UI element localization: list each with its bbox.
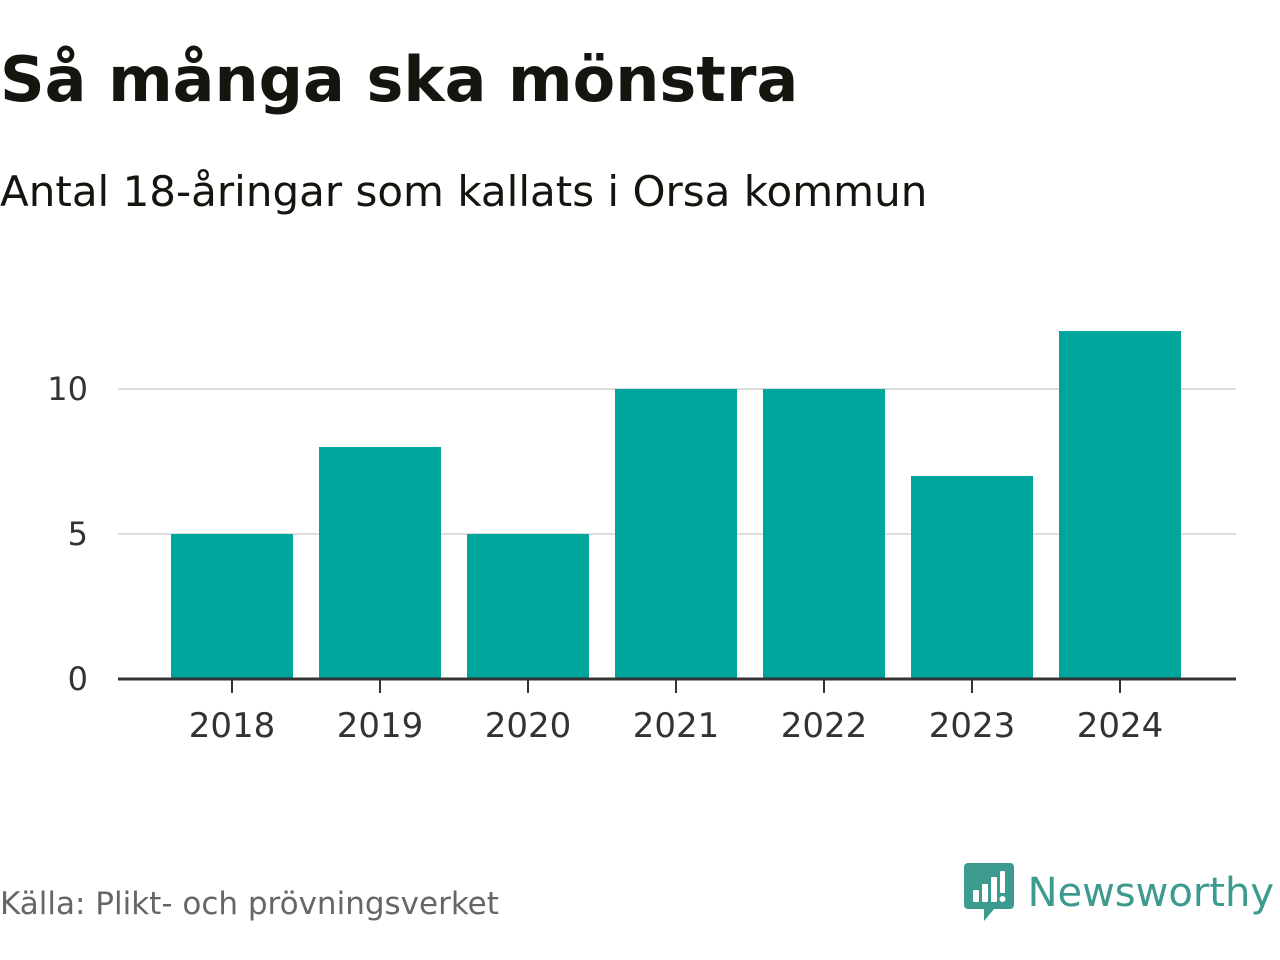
- x-tick-label-2021: 2021: [633, 706, 720, 746]
- bar-2023: [911, 476, 1033, 679]
- chart-subtitle: Antal 18-åringar som kallats i Orsa komm…: [0, 167, 928, 216]
- source-note: Källa: Plikt- och prövningsverket: [0, 886, 499, 922]
- y-tick-label-10: 10: [47, 370, 88, 408]
- x-tick-label-2024: 2024: [1077, 706, 1164, 746]
- y-tick-label-0: 0: [68, 660, 88, 698]
- bar-2020: [467, 534, 589, 679]
- chart-title: Så många ska mönstra: [0, 43, 799, 116]
- bar-2022: [763, 389, 885, 679]
- bar-2018: [171, 534, 293, 679]
- bars: [171, 331, 1181, 679]
- x-axis-ticks: 2018 2019 2020 2021 2022 2023 2024: [189, 679, 1164, 746]
- brand-name: Newsworthy: [1027, 870, 1274, 916]
- x-tick-label-2020: 2020: [485, 706, 572, 746]
- y-tick-label-5: 5: [68, 515, 88, 553]
- x-tick-label-2022: 2022: [781, 706, 868, 746]
- y-axis-ticks: 0 5 10: [47, 370, 88, 698]
- bar-2021: [615, 389, 737, 679]
- bar-2019: [319, 447, 441, 679]
- newsworthy-logo-icon: [963, 863, 1014, 921]
- x-tick-label-2018: 2018: [189, 706, 276, 746]
- bar-2024: [1059, 331, 1181, 679]
- x-tick-label-2023: 2023: [929, 706, 1016, 746]
- newsworthy-logo: Newsworthy: [963, 862, 1274, 924]
- x-tick-label-2019: 2019: [337, 706, 424, 746]
